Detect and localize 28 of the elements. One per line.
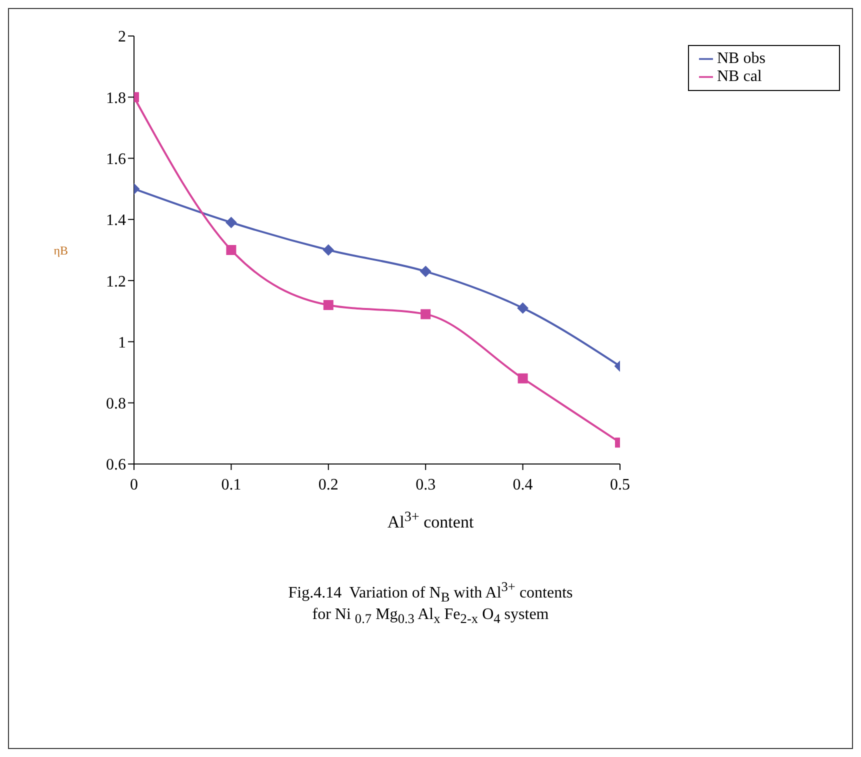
point <box>517 302 528 314</box>
legend-label: NB cal <box>717 68 762 85</box>
x-tick-label: 0.3 <box>416 476 436 494</box>
x-tick-label: 0 <box>130 476 138 494</box>
y-tick-label: 0.6 <box>106 456 126 474</box>
y-tick-label: 1.4 <box>106 212 126 230</box>
x-tick-label: 0.4 <box>512 476 533 494</box>
caption: Fig.4.14 Variation of N$_{B}$ with Al$^{3+}$ contents <box>287 579 574 606</box>
point <box>420 309 431 320</box>
point <box>420 266 432 277</box>
y-tick-label: 1.2 <box>106 273 126 290</box>
y-tick-label: 1.6 <box>106 150 126 168</box>
y-tick-label: 0.8 <box>106 396 126 413</box>
text: for Ni $_{0.7}$ Mg$_{0.3}$ Al$_{x}$ Fe$_{2-x}$ O$_{4}$ system <box>312 606 549 626</box>
y-tick-label: 2 <box>118 28 126 46</box>
point <box>322 244 334 256</box>
y-axis-title: ηB <box>54 243 68 258</box>
point <box>518 373 528 384</box>
x-tick-label: 0.5 <box>610 476 630 494</box>
point <box>323 300 334 310</box>
point <box>226 216 237 228</box>
x-tick-label: 0.1 <box>221 476 242 494</box>
x-tick-label: 0.2 <box>318 476 338 494</box>
legend-label: NB obs <box>717 50 766 67</box>
y-tick-label: 1 <box>118 334 126 352</box>
x-axis-title: Al$^{3+}$ content <box>386 509 475 533</box>
y-tick-label: 1.8 <box>106 90 126 107</box>
point <box>226 245 236 255</box>
